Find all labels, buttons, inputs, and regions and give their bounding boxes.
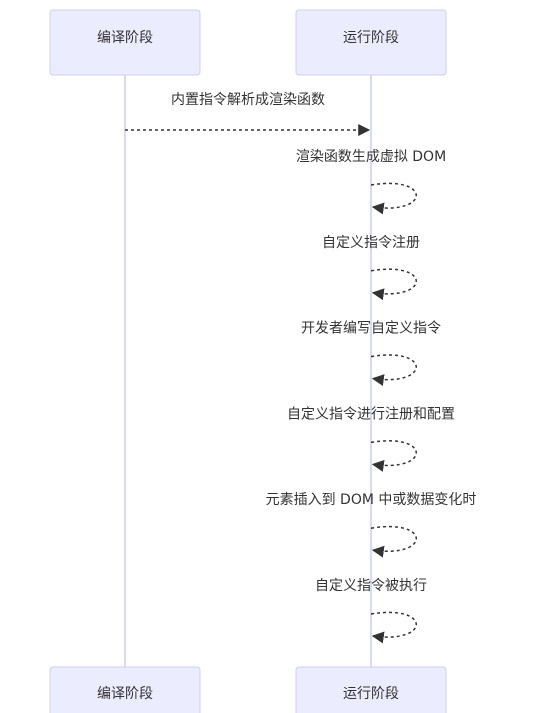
actor-box bbox=[295, 666, 447, 713]
actor-box bbox=[49, 9, 201, 76]
message-label: 自定义指令进行注册和配置 bbox=[287, 406, 455, 422]
self-arrow bbox=[370, 525, 417, 558]
self-arrow bbox=[370, 611, 417, 644]
self-arrow bbox=[370, 354, 417, 387]
actor-box bbox=[295, 9, 447, 76]
self-arrow bbox=[370, 268, 417, 301]
message-label: 渲染函数生成虚拟 DOM bbox=[296, 149, 446, 165]
actor-label: 运行阶段 bbox=[343, 686, 399, 702]
actor-label: 运行阶段 bbox=[343, 30, 399, 46]
message-label: 内置指令解析成渲染函数 bbox=[171, 92, 325, 108]
actor-label: 编译阶段 bbox=[97, 686, 153, 702]
self-arrow bbox=[370, 182, 417, 215]
actor-label: 编译阶段 bbox=[97, 30, 153, 46]
message-label: 元素插入到 DOM 中或数据变化时 bbox=[266, 492, 477, 508]
self-arrow bbox=[370, 440, 417, 472]
message-label: 自定义指令注册 bbox=[322, 235, 420, 251]
actor-box bbox=[49, 666, 201, 713]
message-label: 开发者编写自定义指令 bbox=[301, 321, 441, 337]
message-label: 自定义指令被执行 bbox=[315, 578, 427, 594]
